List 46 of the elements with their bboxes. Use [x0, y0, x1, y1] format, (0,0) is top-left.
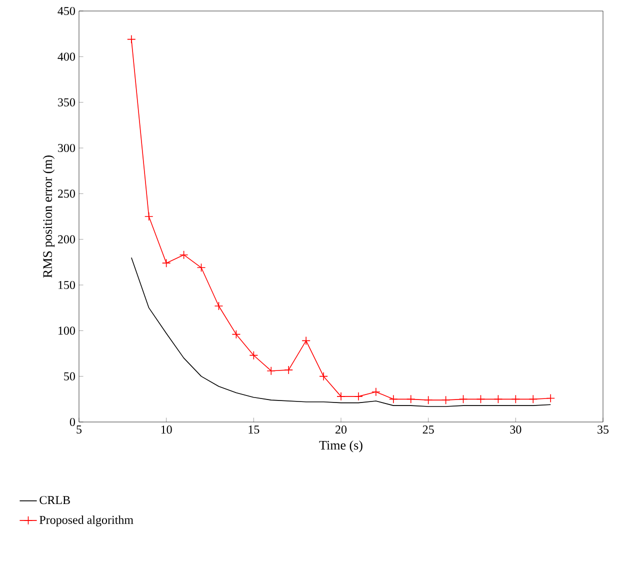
- point: [441, 396, 450, 404]
- x-axis-title: Time (s): [319, 440, 362, 452]
- point: [162, 258, 171, 268]
- x-tick-label: 30: [510, 426, 522, 434]
- point: [179, 250, 188, 260]
- point: [528, 394, 538, 404]
- x-tick-label: 35: [598, 426, 609, 434]
- point: [406, 394, 416, 404]
- y-tick-label: 450: [58, 6, 76, 16]
- point: [458, 394, 468, 404]
- y-tick-label: 50: [64, 372, 76, 380]
- point: [266, 366, 276, 376]
- point: [302, 336, 310, 346]
- y-tick-label: 200: [58, 235, 76, 244]
- y-tick-label: 300: [58, 144, 76, 152]
- point: [372, 387, 380, 396]
- point: [336, 392, 346, 401]
- point: [214, 302, 224, 310]
- x-tick-label: 20: [336, 426, 347, 434]
- y-tick-label: 250: [58, 190, 76, 198]
- point: [476, 394, 486, 404]
- legend-label: Proposed algorithm: [40, 516, 134, 526]
- point: [354, 392, 363, 401]
- point: [144, 212, 154, 221]
- y-axis-title: RMS position error (m): [42, 156, 55, 278]
- point: [546, 394, 556, 403]
- point: [232, 330, 241, 339]
- point: [319, 372, 328, 381]
- y-tick-label: 100: [58, 326, 76, 335]
- y-tick-label: 350: [58, 98, 76, 106]
- y-tick-label: 150: [58, 280, 76, 290]
- y-tick-label: 400: [58, 52, 76, 61]
- point: [196, 263, 206, 272]
- x-tick-label: 5: [76, 426, 82, 434]
- legend-label: CRLB: [40, 496, 70, 504]
- x-tick-label: 10: [161, 426, 172, 434]
- point: [127, 34, 136, 44]
- y-tick-label: 0: [70, 418, 76, 426]
- point: [249, 350, 258, 360]
- point: [424, 396, 433, 404]
- x-tick-label: 25: [422, 426, 434, 434]
- point: [511, 394, 520, 404]
- point: [284, 366, 294, 374]
- x-tick-label: 15: [248, 426, 260, 434]
- point: [494, 394, 503, 404]
- point: [389, 394, 398, 404]
